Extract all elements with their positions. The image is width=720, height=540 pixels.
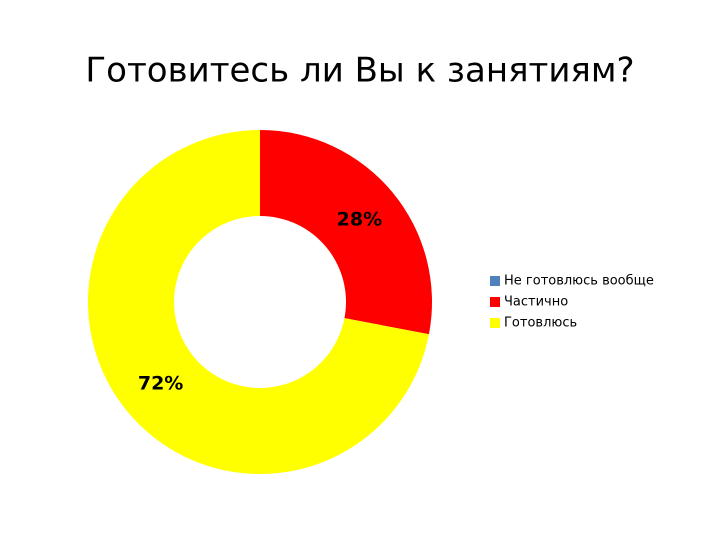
legend-swatch — [490, 297, 500, 307]
donut-slice — [87, 130, 429, 474]
donut-slice — [260, 130, 432, 335]
legend-label: Частично — [504, 295, 568, 310]
legend-label: Не готовлюсь вообще — [504, 274, 654, 289]
legend-label: Готовлюсь — [504, 316, 577, 331]
legend-swatch — [490, 318, 500, 328]
data-label: 72% — [138, 373, 183, 395]
chart-title: Готовитесь ли Вы к занятиям? — [85, 51, 634, 91]
data-label: 28% — [337, 208, 382, 230]
legend-swatch — [490, 276, 500, 286]
